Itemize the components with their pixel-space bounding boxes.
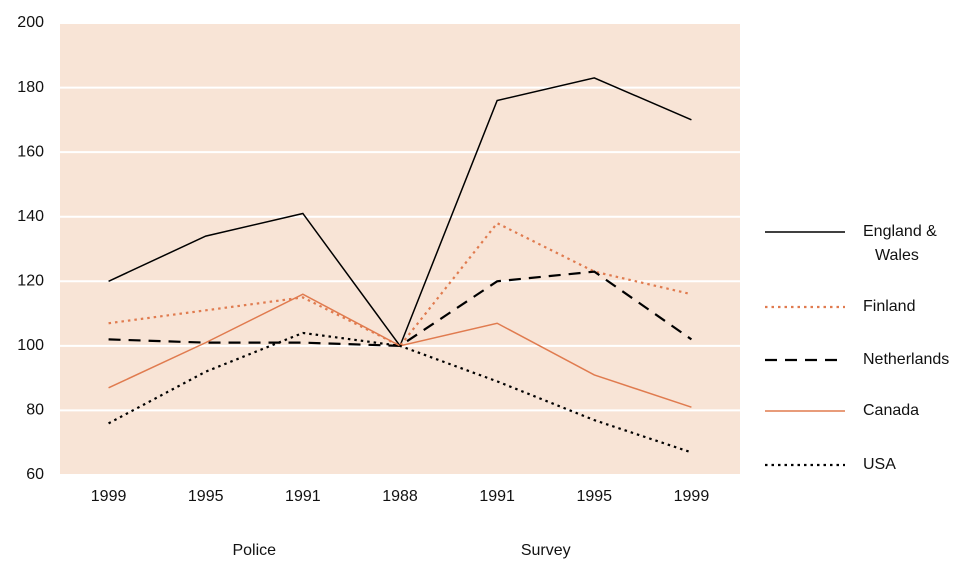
x-tick-label: 1991 xyxy=(285,488,321,505)
legend-label: Finland xyxy=(863,298,916,315)
x-tick-label: 1988 xyxy=(382,488,418,505)
x-tick-label: 1999 xyxy=(674,488,710,505)
y-tick-label: 180 xyxy=(17,79,44,96)
legend-label: England & Wales xyxy=(863,223,937,264)
x-tick-label: 1991 xyxy=(479,488,515,505)
y-tick-label: 160 xyxy=(17,143,44,160)
group-label: Police xyxy=(232,542,276,559)
x-tick-label: 1995 xyxy=(576,488,612,505)
y-tick-label: 120 xyxy=(17,273,44,290)
legend-label: USA xyxy=(863,456,896,473)
legend-label: Netherlands xyxy=(863,351,950,368)
plot-background xyxy=(60,23,740,475)
y-tick-label: 200 xyxy=(17,14,44,31)
y-tick-label: 80 xyxy=(26,402,44,419)
series-line xyxy=(108,221,692,348)
x-tick-label: 1995 xyxy=(188,488,224,505)
x-tick-label: 1999 xyxy=(91,488,127,505)
y-tick-label: 140 xyxy=(17,208,44,225)
y-tick-label: 60 xyxy=(26,466,44,483)
group-label: Survey xyxy=(521,542,571,559)
series-line xyxy=(108,331,692,454)
y-tick-label: 100 xyxy=(17,337,44,354)
legend-label: Canada xyxy=(863,402,920,419)
